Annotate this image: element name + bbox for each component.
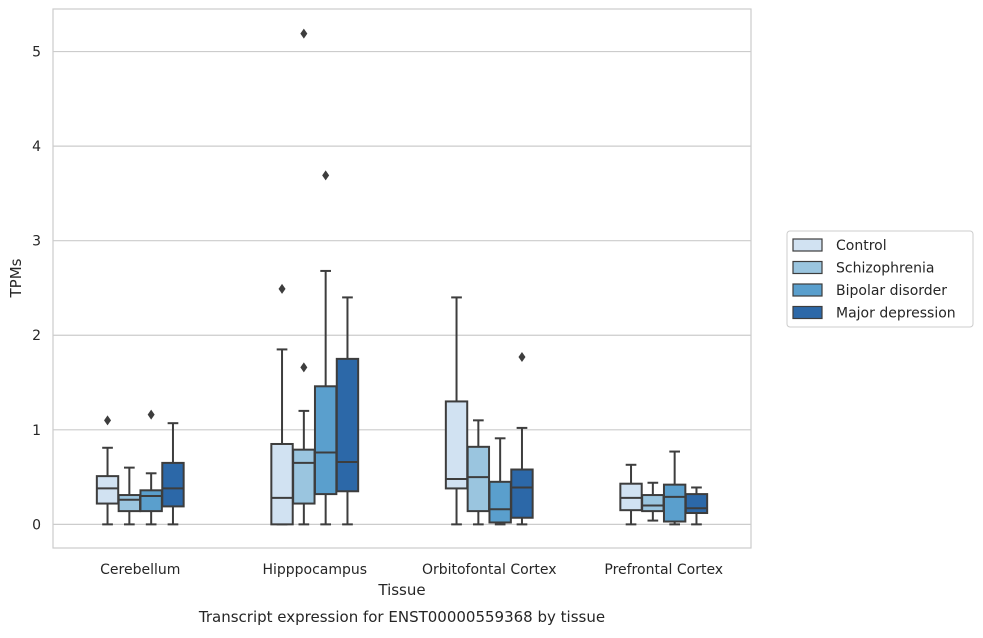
- x-axis-ticks: Cerebellum Hipppocampus Orbitofontal Corte…: [100, 562, 723, 578]
- box-2-2: [488, 437, 512, 526]
- legend-items: Control Schizophrenia Bipolar disorder Majo…: [792, 238, 956, 322]
- box-iqr: [139, 489, 163, 513]
- y-tick-label-0: 0: [32, 517, 41, 533]
- plot-area: [52, 8, 752, 549]
- x-tick-label-3: Prefrontal Cortex: [604, 562, 723, 578]
- plot-background: [53, 9, 751, 548]
- legend-frame: [786, 230, 974, 328]
- box-1-2: [466, 419, 491, 526]
- box-iqr: [95, 475, 120, 505]
- box-1-0: [117, 466, 142, 526]
- box-3-1: [335, 296, 360, 526]
- y-tick-label-5: 5: [32, 45, 41, 61]
- box-iqr: [444, 400, 469, 490]
- legend-label-2: Bipolar disorder: [836, 283, 947, 299]
- box-0-0: [95, 415, 120, 526]
- box-iqr: [292, 448, 316, 505]
- outlier-point: [518, 351, 526, 362]
- box-iqr: [684, 493, 709, 515]
- box-iqr: [270, 442, 294, 526]
- box-3-3: [684, 486, 709, 526]
- box-iqr: [335, 357, 360, 493]
- x-tick-label-1: Hipppocampus: [262, 562, 367, 578]
- figure-caption: Transcript expression for ENST0000055936…: [198, 608, 605, 626]
- legend-swatch-3: [792, 305, 823, 320]
- box-iqr: [466, 445, 491, 513]
- y-tick-label-4: 4: [32, 139, 41, 155]
- outlier-point: [147, 409, 155, 420]
- legend-label-1: Schizophrenia: [836, 261, 934, 277]
- y-axis-label: TPMs: [7, 258, 25, 298]
- legend-label-0: Control: [836, 238, 887, 254]
- legend: Control Schizophrenia Bipolar disorder Majo…: [786, 230, 974, 328]
- box-2-1: [313, 170, 338, 526]
- box-0-2: [444, 296, 469, 526]
- legend-swatch-0: [792, 238, 823, 252]
- box-iqr: [488, 480, 512, 524]
- outlier-point: [300, 28, 308, 39]
- outlier-point: [104, 415, 112, 426]
- box-2-3: [662, 450, 687, 526]
- x-axis-label: Tissue: [377, 581, 425, 599]
- x-tick-label-0: Cerebellum: [100, 562, 180, 578]
- legend-swatch-2: [792, 283, 823, 297]
- outlier-point: [278, 283, 286, 294]
- box-iqr: [641, 494, 665, 513]
- outlier-point: [322, 170, 330, 181]
- box-iqr: [662, 483, 687, 523]
- box-iqr: [313, 385, 338, 496]
- box-1-1: [292, 28, 316, 526]
- box-3-2: [510, 351, 534, 526]
- y-tick-label-1: 1: [32, 423, 41, 439]
- box-iqr: [161, 461, 185, 508]
- legend-label-3: Major depression: [836, 306, 956, 322]
- plot-frame: [52, 8, 752, 549]
- box-0-1: [270, 283, 294, 526]
- box-iqr: [510, 468, 534, 519]
- box-0-3: [619, 463, 643, 526]
- legend-swatch-1: [792, 260, 823, 275]
- boxes: [95, 28, 709, 526]
- box-3-0: [161, 422, 185, 526]
- box-iqr: [117, 494, 142, 513]
- x-tick-label-2: Orbitofontal Cortex: [422, 562, 557, 578]
- y-tick-label-2: 2: [32, 328, 41, 344]
- y-axis-ticks: 0 1 2 3 4 5: [32, 45, 41, 534]
- outlier-point: [300, 362, 308, 373]
- y-tick-label-3: 3: [32, 234, 41, 250]
